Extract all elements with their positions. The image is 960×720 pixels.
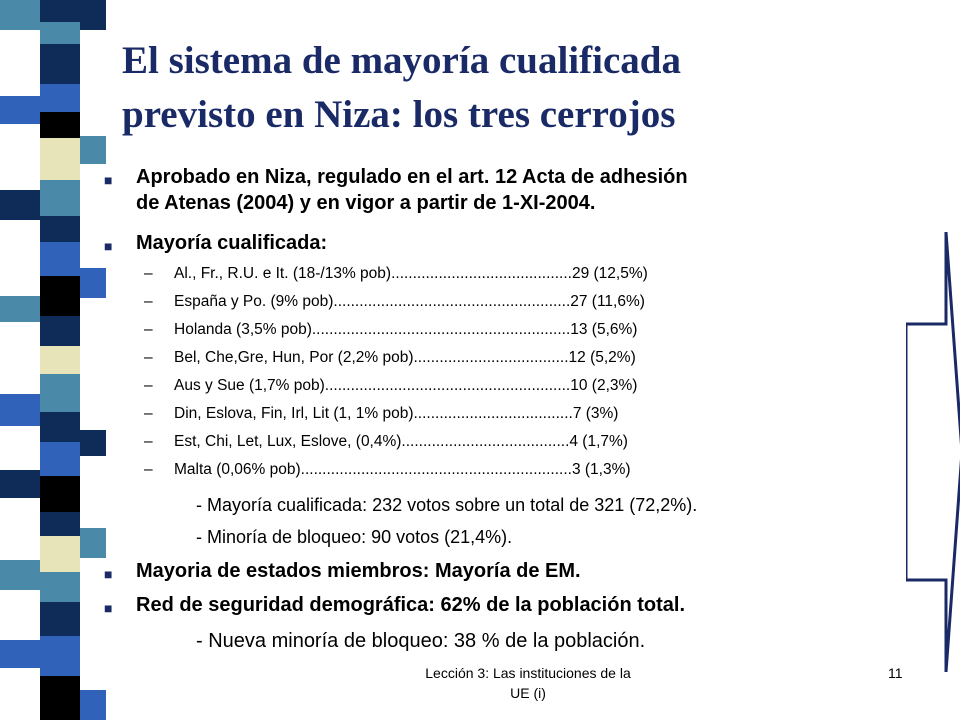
note-new-blocking-minority: - Nueva minoría de bloqueo: 38 % de la p…	[196, 630, 646, 652]
decorative-color-strip	[0, 0, 110, 720]
note-qualified-majority: - Mayoría cualificada: 232 votos sobre u…	[196, 495, 698, 515]
list-item-text: Est, Chi, Let, Lux, Eslove, (0,4%)......…	[174, 433, 628, 450]
bullet-demographic-net: Red de seguridad demográfica: 62% de la …	[136, 594, 686, 616]
list-item-text: Bel, Che,Gre, Hun, Por (2,2% pob).......…	[174, 349, 636, 366]
slide-title-line-2: previsto en Niza: los tres cerrojos	[122, 93, 676, 136]
slide-title: El sistema de mayoría cualificada previs…	[122, 34, 922, 142]
dash: –	[144, 265, 153, 282]
dash: –	[144, 349, 153, 366]
bullet-approval-line-2: de Atenas (2004) y en vigor a partir de …	[136, 192, 596, 214]
list-item-text: Aus y Sue (1,7% pob)....................…	[174, 377, 638, 394]
note-blocking-minority: - Minoría de bloqueo: 90 votos (21,4%).	[196, 527, 513, 547]
square-bullet-icon: ■	[104, 172, 113, 188]
square-bullet-icon: ■	[104, 566, 113, 582]
list-item: – Aus y Sue (1,7% pob)...................…	[144, 376, 904, 396]
list-item: – Bel, Che,Gre, Hun, Por (2,2% pob)......…	[144, 348, 904, 368]
list-item-text: España y Po. (9% pob)...................…	[174, 293, 645, 310]
list-item: – Holanda (3,5% pob).....................…	[144, 320, 904, 340]
bullet-approval: Aprobado en Niza, regulado en el art. 12…	[136, 164, 896, 216]
footer-line-2: UE (i)	[510, 685, 546, 701]
square-bullet-icon: ■	[104, 600, 113, 616]
dash: –	[144, 377, 153, 394]
right-arrow-icon	[906, 232, 960, 672]
list-item: – Est, Chi, Let, Lux, Eslove, (0,4%).....…	[144, 432, 904, 452]
dash: –	[144, 405, 153, 422]
bullet-qualified-majority: Mayoría cualificada:	[136, 232, 328, 254]
footer-lesson-title: Lección 3: Las instituciones de la UE (i…	[378, 663, 678, 703]
list-item-text: Malta (0,06% pob).......................…	[174, 461, 631, 478]
list-item: – Din, Eslova, Fin, Irl, Lit (1, 1% pob).…	[144, 404, 904, 424]
bullet-member-states-majority: Mayoria de estados miembros: Mayoría de …	[136, 560, 581, 582]
dash: –	[144, 321, 153, 338]
list-item-text: Al., Fr., R.U. e It. (18-/13% pob)......…	[174, 265, 648, 282]
dash: –	[144, 461, 153, 478]
list-item: – España y Po. (9% pob)..................…	[144, 292, 904, 312]
page-number: 11	[888, 665, 903, 681]
bullet-approval-line-1: Aprobado en Niza, regulado en el art. 12…	[136, 166, 688, 188]
dash: –	[144, 433, 153, 450]
square-bullet-icon: ■	[104, 238, 113, 254]
list-item: – Malta (0,06% pob)......................…	[144, 460, 904, 480]
dash: –	[144, 293, 153, 310]
slide-title-line-1: El sistema de mayoría cualificada	[122, 39, 681, 82]
list-item-text: Din, Eslova, Fin, Irl, Lit (1, 1% pob)..…	[174, 405, 619, 422]
list-item: – Al., Fr., R.U. e It. (18-/13% pob).....…	[144, 264, 904, 284]
footer-line-1: Lección 3: Las instituciones de la	[425, 665, 631, 681]
list-item-text: Holanda (3,5% pob)......................…	[174, 321, 638, 338]
